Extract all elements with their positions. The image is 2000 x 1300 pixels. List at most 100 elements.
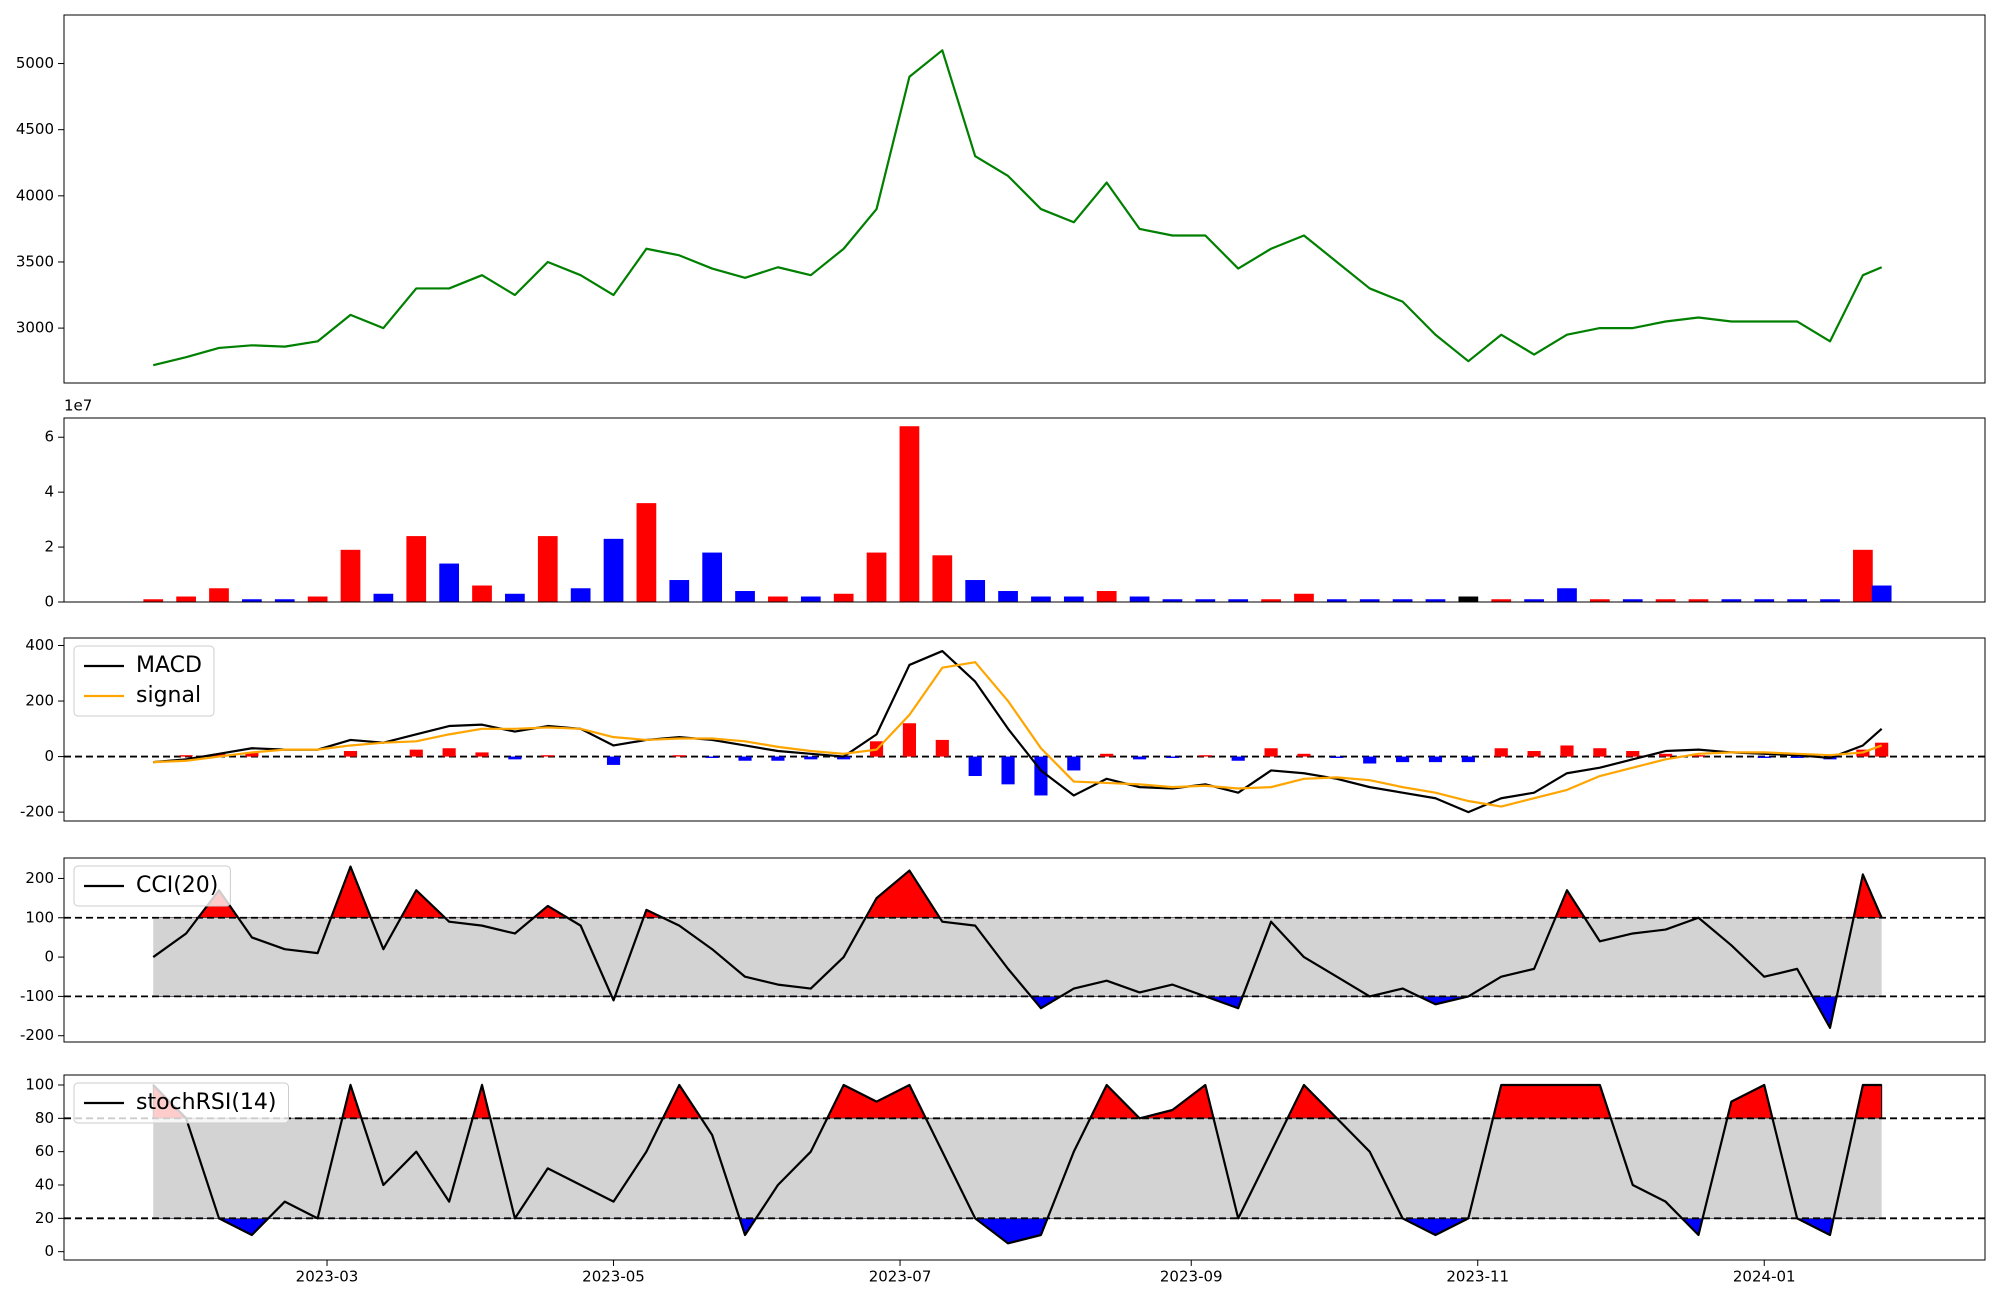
y-tick-label: 0 (44, 747, 54, 765)
histogram-bar (1560, 745, 1574, 757)
histogram-bar (475, 752, 489, 757)
volume-bar (1557, 588, 1577, 602)
volume-bar (1820, 599, 1840, 602)
histogram-bar (179, 755, 193, 757)
y-tick-label: 2 (44, 538, 54, 556)
y-tick-label: 400 (25, 636, 54, 654)
y-tick-label: 200 (25, 869, 54, 887)
volume-bar (1787, 599, 1807, 602)
volume-bar (570, 588, 591, 602)
volume-bar (1853, 549, 1873, 602)
histogram-bar (1461, 756, 1475, 763)
volume-bar (932, 555, 953, 602)
histogram-bar (902, 723, 917, 757)
histogram-bar (804, 756, 818, 760)
volume-bar (1491, 599, 1512, 602)
volume-bar (176, 596, 196, 602)
legend-box (73, 645, 215, 717)
y-tick-label: 100 (25, 1076, 54, 1094)
offset-label: 1e7 (64, 397, 92, 415)
histogram-bar (1527, 751, 1541, 757)
y-tick-label: 4000 (16, 186, 54, 204)
series-line (152, 865, 1883, 1029)
volume-bar (1754, 599, 1775, 602)
panel-frame (63, 417, 1986, 603)
legend-label: CCI(20) (136, 873, 218, 898)
histogram-bar (1165, 756, 1180, 758)
volume-bar (307, 596, 328, 602)
histogram-bar (1593, 748, 1607, 757)
y-tick-label: 3500 (16, 252, 54, 270)
histogram-bar (1757, 756, 1771, 758)
volume-bar (1096, 591, 1117, 602)
y-tick-label: 0 (44, 948, 54, 966)
band-fill (153, 1118, 1882, 1219)
histogram-bar (409, 749, 423, 757)
volume-bar (866, 552, 887, 602)
volume-bar (1871, 585, 1892, 602)
histogram-bar (1396, 756, 1410, 763)
volume-bar (209, 588, 229, 602)
volume-bar (1294, 593, 1314, 602)
histogram-bar (1363, 756, 1377, 764)
y-tick-label: 0 (44, 593, 54, 611)
y-tick-label: -100 (20, 987, 54, 1005)
y-tick-label: 80 (35, 1109, 54, 1127)
band-fill (153, 917, 1882, 997)
histogram-bar (1034, 756, 1048, 796)
panel-frame (63, 637, 1986, 822)
histogram-bar (1001, 756, 1015, 785)
volume-bar (143, 599, 164, 602)
volume-bar (1359, 599, 1380, 602)
plot-area (64, 1083, 1985, 1245)
x-tick-label: 2023-11 (1446, 1268, 1509, 1286)
volume-bar (505, 593, 525, 602)
histogram-bar (738, 756, 752, 761)
volume-bar (1622, 599, 1643, 602)
series-line (153, 661, 1883, 808)
series-line (152, 49, 1883, 367)
histogram-bar (343, 751, 358, 757)
panel-frame (63, 857, 1986, 1043)
volume-bar (1031, 596, 1051, 602)
y-tick-label: 4 (44, 483, 54, 501)
y-tick-label: 6 (44, 428, 54, 446)
histogram-bar (1231, 756, 1245, 761)
legend-box (73, 1082, 289, 1124)
histogram-bar (1297, 753, 1311, 757)
volume-bar (833, 593, 854, 602)
panel: 3000 3500 4000 4500 5000 (16, 14, 1986, 384)
plot-area (64, 865, 1985, 1030)
volume-bar (1458, 596, 1479, 602)
series-line (152, 1083, 1882, 1245)
histogram-bar (541, 755, 555, 757)
histogram-bar (1626, 751, 1640, 757)
histogram-bar (935, 739, 949, 757)
volume-bar (1392, 599, 1413, 602)
legend-label: MACD (136, 653, 202, 678)
volume-bar (340, 549, 361, 602)
volume-bar (702, 552, 723, 602)
panel: -200 0 200 400 MACD signal (20, 636, 1986, 822)
volume-bar (735, 591, 755, 602)
histogram-bar (1100, 753, 1114, 757)
volume-bar (1228, 599, 1249, 602)
x-tick-label: 2024-01 (1733, 1268, 1796, 1286)
volume-bar (1162, 599, 1183, 602)
volume-bar (1589, 599, 1610, 602)
plot-area (64, 649, 1985, 814)
histogram-bar (771, 756, 785, 761)
panel: 0 20 40 60 80 100 stochRSI(14) 2023-03 2023-05 20… (25, 1074, 1986, 1286)
histogram-bar (1198, 755, 1212, 757)
histogram-bar (1691, 755, 1706, 757)
y-tick-label: 3000 (16, 319, 54, 337)
histogram-bar (1067, 756, 1081, 771)
volume-bar (1195, 599, 1216, 602)
volume-bar (899, 426, 920, 602)
volume-bar (800, 596, 821, 602)
histogram-bar (508, 756, 522, 760)
y-tick-label: -200 (20, 1026, 54, 1044)
panel-frame (63, 1074, 1986, 1261)
histogram-bar (606, 756, 621, 765)
